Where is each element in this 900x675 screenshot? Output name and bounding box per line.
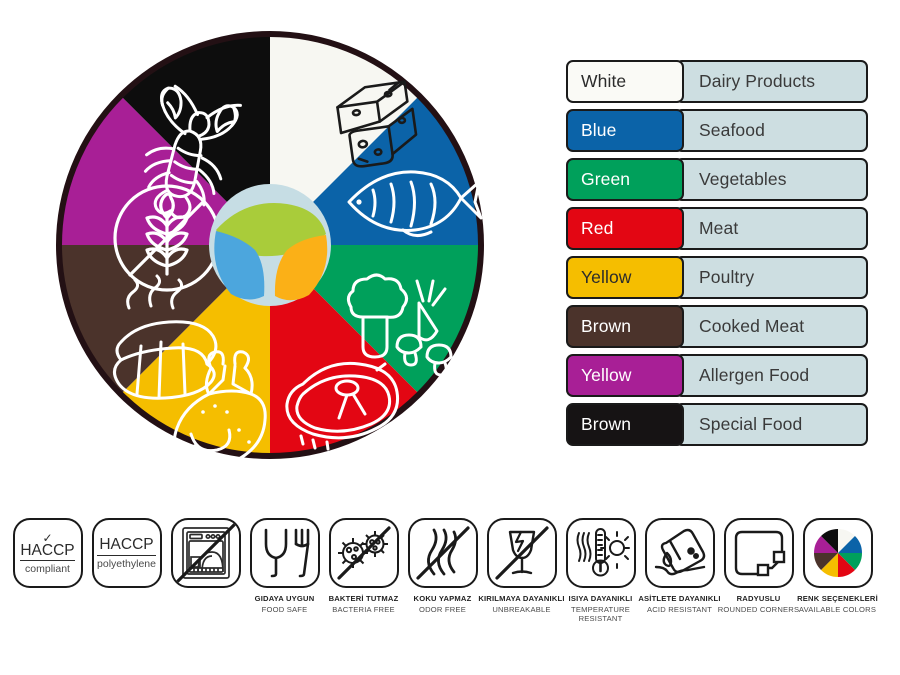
feature-no-dishwasher[interactable] xyxy=(166,518,245,597)
no-dishwasher-icon[interactable] xyxy=(170,518,241,588)
mini-wheel-segment-allergen xyxy=(813,536,838,553)
legend-label-meat[interactable]: Meat xyxy=(675,207,868,250)
legend-label-dairy-products[interactable]: Dairy Products xyxy=(675,60,868,103)
logo-leaf-orange-icon xyxy=(274,235,328,301)
odor-free-icon[interactable] xyxy=(407,518,478,588)
feature-caption: BAKTERİ TUTMAZ BACTERIA FREE xyxy=(328,594,399,614)
mini-wheel-segment-dairy xyxy=(837,529,855,553)
mini-wheel-segment-seafood xyxy=(837,536,862,553)
feature-haccp-polyethylene[interactable]: HACCP polyethylene xyxy=(87,518,166,597)
acid-resistant-icon[interactable] xyxy=(644,518,715,588)
legend-swatch-brown[interactable]: Brown xyxy=(566,305,684,348)
wheel-segment-vegetables[interactable] xyxy=(270,245,484,397)
vegetables-icon xyxy=(346,273,453,377)
feature-caption: GIDAYA UYGUN FOOD SAFE xyxy=(254,594,315,614)
wheel-outline xyxy=(56,31,484,459)
fish-icon xyxy=(347,170,483,237)
cheese-icon xyxy=(336,80,418,168)
wheel-segment-cooked-meat[interactable] xyxy=(56,245,270,397)
legend-swatch-magenta[interactable]: Yellow xyxy=(566,354,684,397)
wheel-segments xyxy=(56,31,484,459)
feature-unbreakable[interactable]: KIRILMAYA DAYANIKLI UNBREAKABLE xyxy=(478,518,564,615)
legend-row[interactable]: Yellow Allergen Food xyxy=(566,354,868,397)
center-logo[interactable] xyxy=(209,184,331,306)
haccp-word: HACCP xyxy=(20,542,75,561)
legend-label-poultry[interactable]: Poultry xyxy=(675,256,868,299)
mini-wheel-segment-vegetables xyxy=(837,553,862,570)
haccp-polyethylene-icon[interactable]: HACCP polyethylene xyxy=(91,518,162,588)
check-icon: ✓ xyxy=(42,530,53,545)
mini-wheel-segment-cooked-meat xyxy=(813,553,838,570)
haccp-qualifier: polyethylene xyxy=(97,557,156,570)
mini-wheel-segment-poultry xyxy=(820,553,838,577)
feature-caption: RENK SEÇENEKLERİ AVAILABLE COLORS xyxy=(797,594,878,614)
legend-swatch-white[interactable]: White xyxy=(566,60,684,103)
feature-caption: KOKU YAPMAZ ODOR FREE xyxy=(413,594,472,614)
legend-label-vegetables[interactable]: Vegetables xyxy=(675,158,868,201)
feature-food-safe[interactable]: GIDAYA UYGUN FOOD SAFE xyxy=(245,518,324,615)
legend-row[interactable]: Red Meat xyxy=(566,207,868,250)
temperature-resistant-icon[interactable] xyxy=(565,518,636,588)
feature-odor-free[interactable]: KOKU YAPMAZ ODOR FREE xyxy=(403,518,482,615)
mini-wheel-segment-meat xyxy=(837,553,855,577)
cooked-meat-icon xyxy=(113,274,218,400)
legend-swatch-red[interactable]: Red xyxy=(566,207,684,250)
legend-row[interactable]: White Dairy Products xyxy=(566,60,868,103)
wheel-segment-poultry[interactable] xyxy=(118,245,270,459)
legend-row[interactable]: Green Vegetables xyxy=(566,158,868,201)
feature-bacteria-free[interactable]: BAKTERİ TUTMAZ BACTERIA FREE xyxy=(324,518,403,615)
color-coding-wheel[interactable] xyxy=(45,18,495,473)
legend-label-special-food[interactable]: Special Food xyxy=(675,403,868,446)
unbreakable-glass-icon[interactable] xyxy=(486,518,557,588)
haccp-word: HACCP xyxy=(97,537,156,556)
haccp-compliant-icon[interactable]: ✓ HACCP compliant xyxy=(12,518,83,588)
feature-caption: ASİTLETE DAYANIKLI ACID RESISTANT xyxy=(638,594,721,614)
product-feature-icons: ✓ HACCP compliant HACCP polyethylene xyxy=(8,518,892,658)
color-code-legend: White Dairy Products Blue Seafood Green … xyxy=(566,60,868,452)
mini-wheel-segment-special xyxy=(820,529,838,553)
legend-label-allergen-food[interactable]: Allergen Food xyxy=(675,354,868,397)
feature-haccp-compliant[interactable]: ✓ HACCP compliant xyxy=(8,518,87,597)
wheel-segment-seafood[interactable] xyxy=(270,93,484,245)
feature-caption: KIRILMAYA DAYANIKLI UNBREAKABLE xyxy=(478,594,565,614)
wheel-svg xyxy=(56,31,484,470)
wheel-segment-meat[interactable] xyxy=(270,245,422,459)
feature-temperature-resistant[interactable]: ISIYA DAYANIKLI TEMPERATURE RESISTANT xyxy=(561,518,640,624)
feature-caption: RADYUSLU ROUNDED CORNERS xyxy=(717,594,800,614)
legend-label-seafood[interactable]: Seafood xyxy=(675,109,868,152)
feature-caption: ISIYA DAYANIKLI TEMPERATURE RESISTANT xyxy=(568,594,633,623)
legend-row[interactable]: Yellow Poultry xyxy=(566,256,868,299)
haccp-qualifier: compliant xyxy=(25,563,70,575)
rounded-corners-icon[interactable] xyxy=(723,518,794,588)
mini-color-wheel xyxy=(813,529,862,577)
available-colors-icon[interactable] xyxy=(802,518,873,588)
wheel-segment-allergen[interactable] xyxy=(56,93,270,245)
steak-icon xyxy=(285,361,400,451)
bacteria-free-icon[interactable] xyxy=(328,518,399,588)
lobster-icon xyxy=(143,84,242,220)
legend-row[interactable]: Blue Seafood xyxy=(566,109,868,152)
wheel-segment-special[interactable] xyxy=(118,31,270,245)
feature-available-colors[interactable]: RENK SEÇENEKLERİ AVAILABLE COLORS xyxy=(797,518,878,615)
legend-swatch-black[interactable]: Brown xyxy=(566,403,684,446)
feature-acid-resistant[interactable]: ASİTLETE DAYANIKLI ACID RESISTANT xyxy=(638,518,720,615)
food-safe-glass-fork-icon[interactable] xyxy=(249,518,320,588)
logo-leaf-blue-icon xyxy=(214,231,265,300)
legend-swatch-yellow[interactable]: Yellow xyxy=(566,256,684,299)
legend-row[interactable]: Brown Special Food xyxy=(566,403,868,446)
legend-label-cooked-meat[interactable]: Cooked Meat xyxy=(675,305,868,348)
legend-swatch-blue[interactable]: Blue xyxy=(566,109,684,152)
feature-rounded-corners[interactable]: RADYUSLU ROUNDED CORNERS xyxy=(718,518,799,615)
legend-swatch-green[interactable]: Green xyxy=(566,158,684,201)
legend-row[interactable]: Brown Cooked Meat xyxy=(566,305,868,348)
